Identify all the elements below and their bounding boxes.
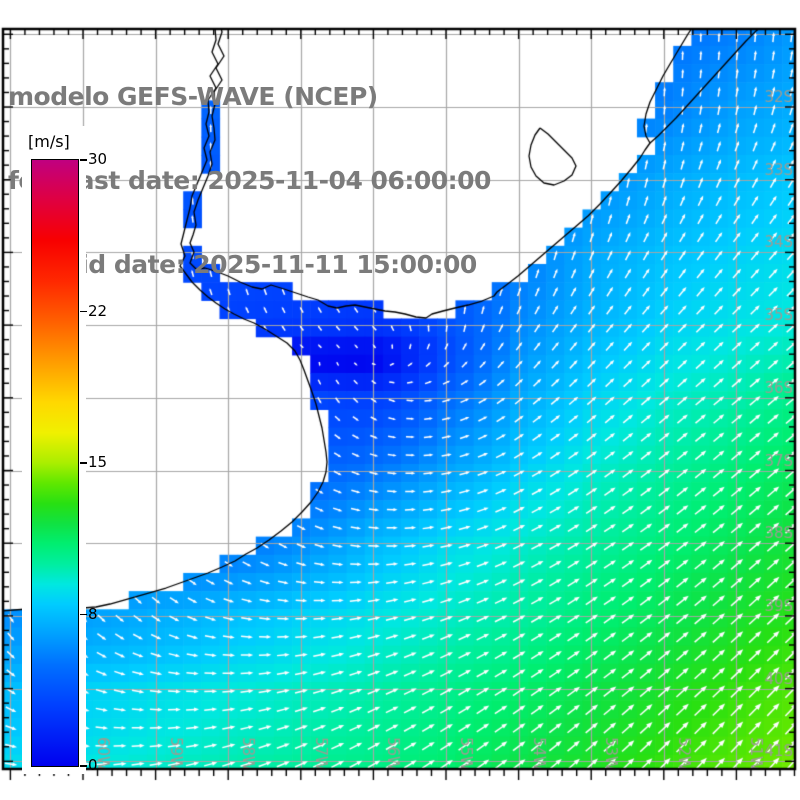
- colorbar-tick-label: 8: [88, 604, 98, 623]
- colorbar-tick-label: 30: [88, 150, 108, 168]
- colorbar-tick-mark: [80, 159, 87, 161]
- colorbar-tick-mark: [80, 765, 87, 767]
- colorbar-tick-label: 15: [88, 453, 108, 471]
- colorbar-gradient: [31, 159, 79, 767]
- colorbar-tick-label: 0: [88, 756, 98, 774]
- model-title: modelo GEFS-WAVE (NCEP): [8, 82, 378, 111]
- colorbar: [m/s] 30 22 15 8 0: [22, 126, 107, 774]
- colorbar-tick-mark: [80, 462, 87, 464]
- colorbar-unit-label: [m/s]: [28, 132, 70, 151]
- colorbar-tick-label: 22: [88, 301, 108, 320]
- colorbar-tick-mark: [80, 613, 87, 615]
- colorbar-tick-mark: [80, 310, 87, 312]
